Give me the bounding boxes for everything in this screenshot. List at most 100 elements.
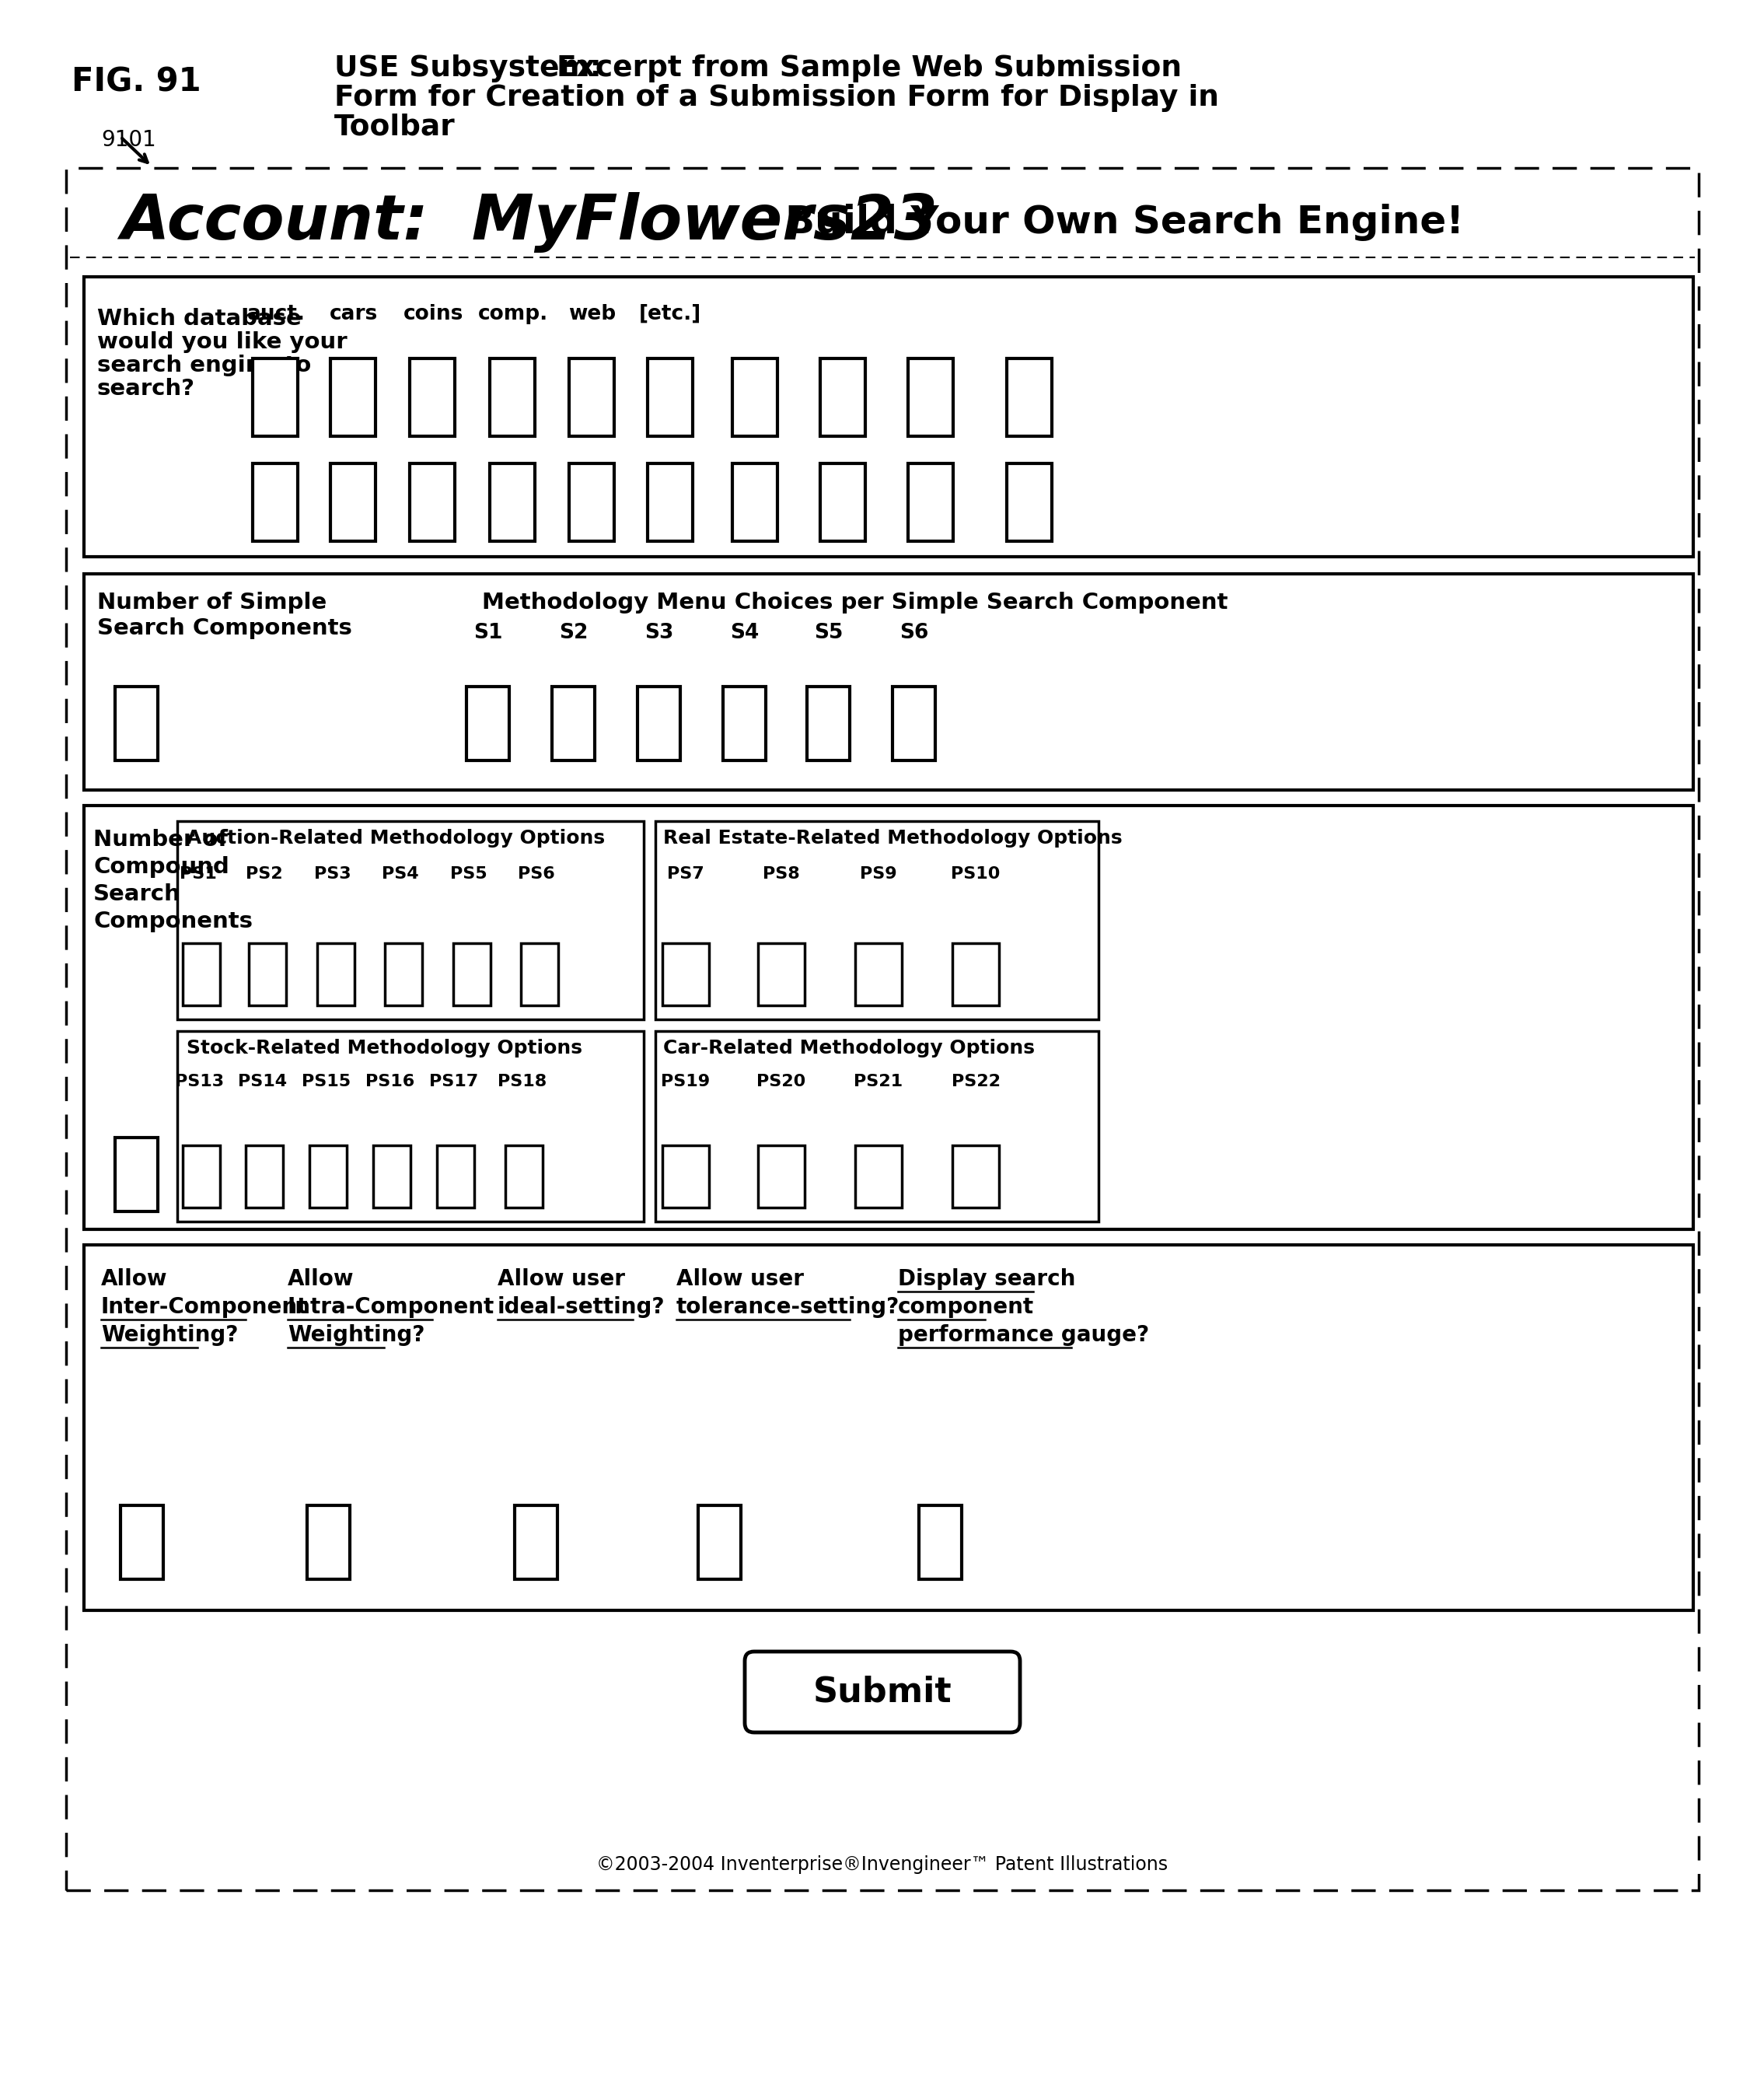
Bar	[552, 686, 594, 761]
Bar	[505, 1146, 543, 1209]
Bar	[1007, 359, 1051, 435]
Text: cars: cars	[330, 305, 377, 323]
Text: PS17: PS17	[429, 1074, 478, 1090]
Bar	[656, 821, 1099, 1020]
Text: Search Components: Search Components	[97, 618, 353, 638]
Bar	[732, 359, 778, 435]
Text: Allow: Allow	[101, 1269, 168, 1289]
Bar	[699, 1505, 741, 1580]
Bar	[856, 1146, 901, 1209]
Bar	[176, 1030, 644, 1221]
Text: Allow user: Allow user	[497, 1269, 624, 1289]
Text: Form for Creation of a Submission Form for Display in: Form for Creation of a Submission Form f…	[335, 85, 1219, 112]
Text: Intra-Component: Intra-Component	[288, 1296, 494, 1318]
Text: coins: coins	[404, 305, 464, 323]
Text: Allow user: Allow user	[676, 1269, 804, 1289]
Bar	[520, 943, 557, 1005]
Bar	[309, 1146, 348, 1209]
Text: Stock-Related Methodology Options: Stock-Related Methodology Options	[187, 1039, 582, 1057]
Bar	[183, 943, 220, 1005]
Text: S1: S1	[475, 622, 503, 643]
Text: Account:  MyFlowers23: Account: MyFlowers23	[120, 193, 937, 253]
Bar	[330, 359, 376, 435]
Text: search?: search?	[97, 377, 196, 400]
Text: Submit: Submit	[813, 1675, 953, 1708]
Text: Number of Simple: Number of Simple	[97, 591, 326, 614]
Text: PS22: PS22	[951, 1074, 1000, 1090]
Bar	[252, 464, 298, 541]
Text: PS6: PS6	[519, 867, 556, 881]
Bar	[490, 464, 534, 541]
Bar	[908, 464, 953, 541]
Text: PS21: PS21	[854, 1074, 903, 1090]
Text: component: component	[898, 1296, 1034, 1318]
Text: Which database: Which database	[97, 309, 302, 330]
FancyBboxPatch shape	[744, 1652, 1020, 1733]
Bar	[908, 359, 953, 435]
Bar	[330, 464, 376, 541]
Text: Allow: Allow	[288, 1269, 355, 1289]
Bar	[662, 943, 709, 1005]
Text: PS1: PS1	[180, 867, 217, 881]
Bar	[647, 359, 693, 435]
Text: Compound: Compound	[93, 856, 229, 877]
Bar	[176, 821, 644, 1020]
Text: PS13: PS13	[175, 1074, 224, 1090]
Bar	[115, 686, 157, 761]
Bar	[409, 464, 455, 541]
Bar	[183, 1146, 220, 1209]
Bar	[759, 943, 804, 1005]
Bar	[953, 1146, 998, 1209]
Text: PS7: PS7	[667, 867, 704, 881]
Bar	[85, 574, 1693, 790]
Text: PS18: PS18	[497, 1074, 547, 1090]
Text: Car-Related Methodology Options: Car-Related Methodology Options	[663, 1039, 1035, 1057]
Bar	[466, 686, 510, 761]
Bar	[245, 1146, 282, 1209]
Text: [etc.]: [etc.]	[639, 305, 702, 323]
Text: Search: Search	[93, 883, 182, 906]
Bar	[637, 686, 681, 761]
Bar	[120, 1505, 164, 1580]
Bar	[85, 1246, 1693, 1611]
Bar	[570, 359, 614, 435]
Text: PS8: PS8	[762, 867, 799, 881]
Text: performance gauge?: performance gauge?	[898, 1325, 1148, 1345]
Text: S6: S6	[900, 622, 930, 643]
Bar	[953, 943, 998, 1005]
Text: Components: Components	[93, 910, 252, 933]
Text: Weighting?: Weighting?	[288, 1325, 425, 1345]
Text: PS16: PS16	[365, 1074, 415, 1090]
Text: PS3: PS3	[314, 867, 351, 881]
Text: ideal-setting?: ideal-setting?	[497, 1296, 665, 1318]
Bar	[820, 464, 866, 541]
Text: PS19: PS19	[662, 1074, 711, 1090]
Bar	[65, 168, 1699, 1891]
Text: PS5: PS5	[450, 867, 487, 881]
Text: PS9: PS9	[861, 867, 898, 881]
Bar	[85, 278, 1693, 558]
Text: Number of: Number of	[93, 829, 228, 850]
Text: PS4: PS4	[381, 867, 418, 881]
Text: PS10: PS10	[951, 867, 1000, 881]
Text: Toolbar: Toolbar	[335, 114, 455, 141]
Text: Inter-Component: Inter-Component	[101, 1296, 309, 1318]
Bar	[307, 1505, 349, 1580]
Text: Excerpt from Sample Web Submission: Excerpt from Sample Web Submission	[536, 54, 1182, 83]
Text: tolerance-setting?: tolerance-setting?	[676, 1296, 900, 1318]
Bar	[893, 686, 935, 761]
Bar	[252, 359, 298, 435]
Text: S3: S3	[644, 622, 674, 643]
Text: PS15: PS15	[302, 1074, 351, 1090]
Bar	[759, 1146, 804, 1209]
Bar	[806, 686, 850, 761]
Text: ©2003-2004 Inventerprise®Invengineer™ Patent Illustrations: ©2003-2004 Inventerprise®Invengineer™ Pa…	[596, 1855, 1168, 1874]
Text: Weighting?: Weighting?	[101, 1325, 238, 1345]
Text: S2: S2	[559, 622, 587, 643]
Bar	[385, 943, 422, 1005]
Bar	[570, 464, 614, 541]
Bar	[647, 464, 693, 541]
Bar	[490, 359, 534, 435]
Text: search engine to: search engine to	[97, 354, 310, 377]
Bar	[723, 686, 766, 761]
